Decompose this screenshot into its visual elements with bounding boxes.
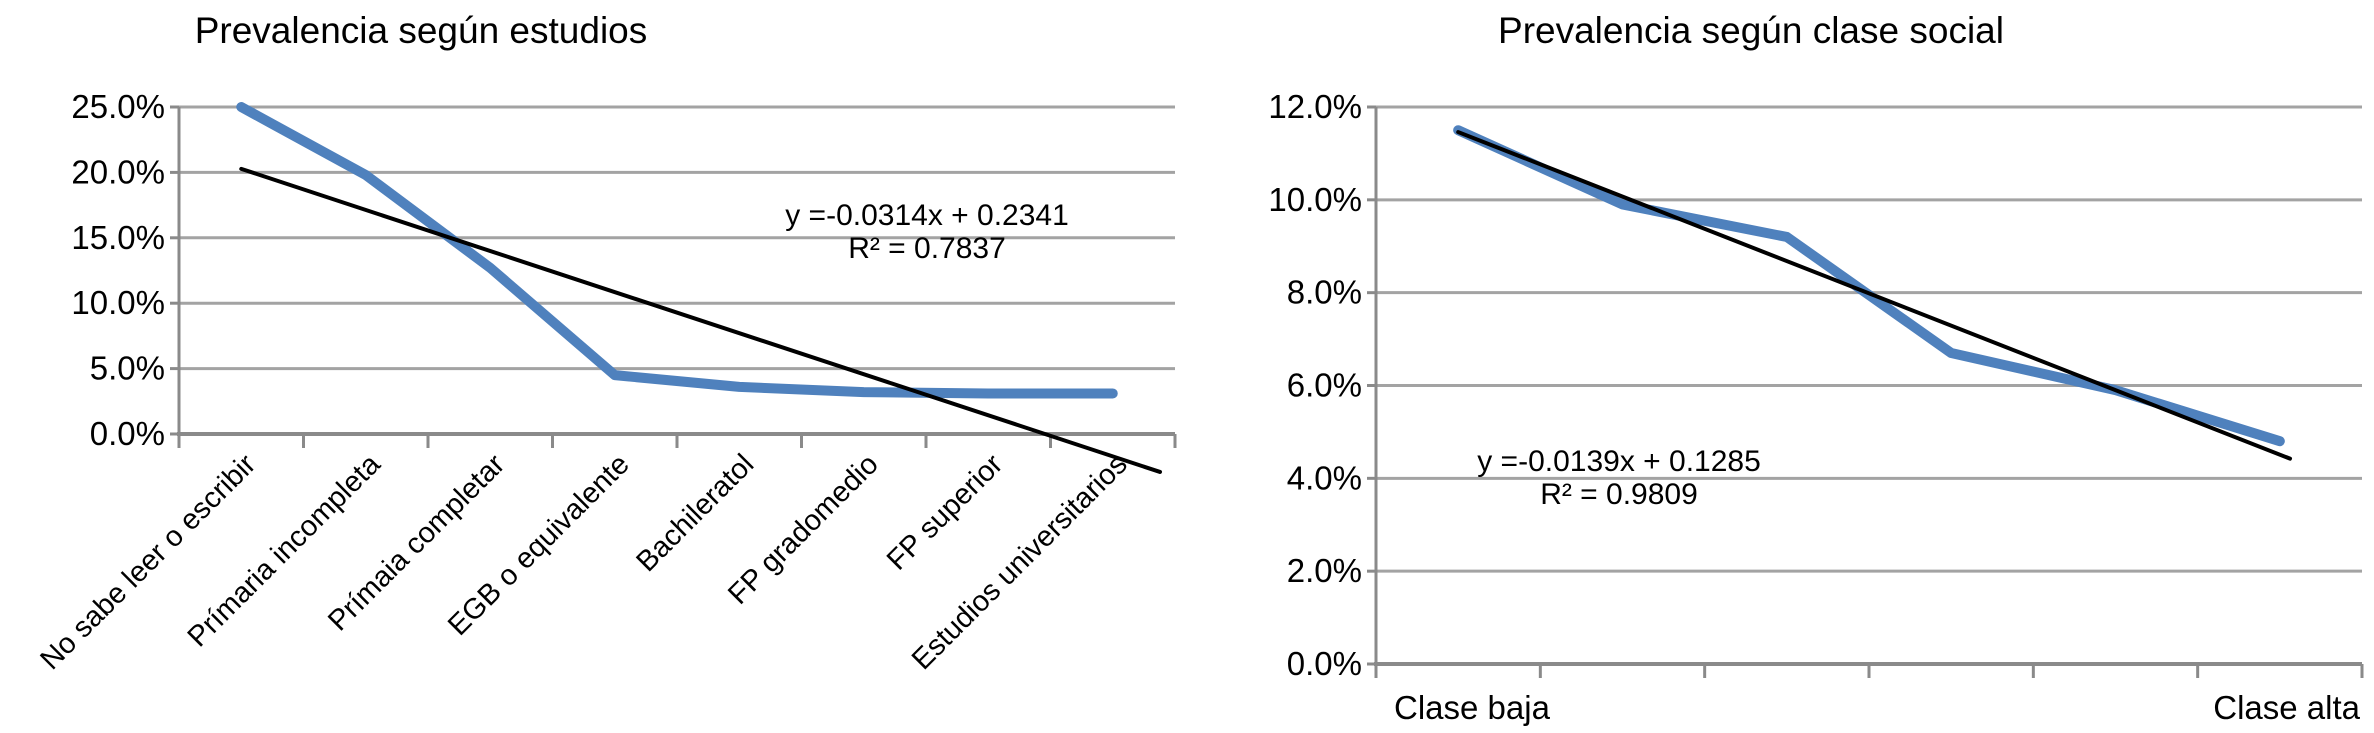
y-tick-label: 10.0% [71,284,165,321]
y-tick-label: 12.0% [1268,88,1362,125]
y-tick-label: 20.0% [71,153,165,190]
y-tick-label: 6.0% [1287,367,1362,404]
x-category-label: No sabe leer o escribir [34,448,262,676]
trendline-annotation-estudios: y =-0.0314x + 0.2341 R² = 0.7837 [772,199,1082,265]
series-line-clase-social [1453,125,2285,447]
x-axis-labels: Clase baja Clase alta [1394,689,2361,726]
gridlines [170,105,1175,436]
trendline-annotation-clase-social: y =-0.0139x + 0.1285 R² = 0.9809 [1468,445,1770,511]
trendline-r2-clase-social: R² = 0.9809 [1540,478,1698,511]
x-axis-ticks [177,434,1177,448]
y-axis-labels: 0.0% 2.0% 4.0% 6.0% 8.0% 10.0% 12.0% [1268,88,1362,682]
y-tick-label: 8.0% [1287,274,1362,311]
x-category-label: Estudios universitarios [906,448,1134,676]
x-category-label-last: Clase alta [2213,689,2360,726]
y-tick-label: 0.0% [1287,645,1362,682]
y-tick-label: 0.0% [90,415,165,452]
y-tick-label: 10.0% [1268,181,1362,218]
trendline-equation-estudios: y =-0.0314x + 0.2341 [785,199,1069,232]
chart-estudios: 0.0% 5.0% 10.0% 15.0% 20.0% 25.0% No sabe leer… [34,88,1177,676]
chart-title-clase-social: Prevalencia según clase social [1498,10,2004,51]
y-tick-label: 15.0% [71,219,165,256]
chart-clase-social: 0.0% 2.0% 4.0% 6.0% 8.0% 10.0% 12.0% Clase baja… [1268,88,2364,726]
y-tick-label: 5.0% [90,350,165,387]
y-tick-label: 4.0% [1287,459,1362,496]
y-axis-labels: 0.0% 5.0% 10.0% 15.0% 20.0% 25.0% [71,88,165,452]
x-category-label: Bachileratol [630,448,760,578]
y-tick-label: 25.0% [71,88,165,125]
trendline-equation-clase-social: y =-0.0139x + 0.1285 [1477,445,1761,478]
chart-title-estudios: Prevalencia según estudios [194,10,648,51]
y-tick-label: 2.0% [1287,552,1362,589]
x-axis-ticks [1374,664,2364,678]
x-category-label: FP superior [881,448,1009,576]
trendline-r2-estudios: R² = 0.7837 [848,232,1006,265]
trendline-clase-social [1456,130,2292,461]
series-line-estudios [236,102,1118,399]
trendline-estudios [239,166,1162,474]
gridlines [1367,105,2362,666]
x-category-label-first: Clase baja [1394,689,1551,726]
